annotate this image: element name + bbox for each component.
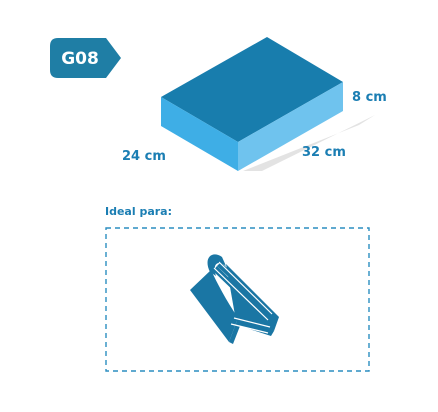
dimension-width-label: 24 cm <box>122 149 166 164</box>
badge-code-text: G08 <box>61 49 99 69</box>
dimension-length-label: 32 cm <box>302 145 346 160</box>
product-code-badge: G08 <box>50 38 121 78</box>
book-icon <box>190 254 279 344</box>
ideal-para-label: Ideal para: <box>105 205 172 218</box>
dimension-height-label: 8 cm <box>352 90 387 105</box>
